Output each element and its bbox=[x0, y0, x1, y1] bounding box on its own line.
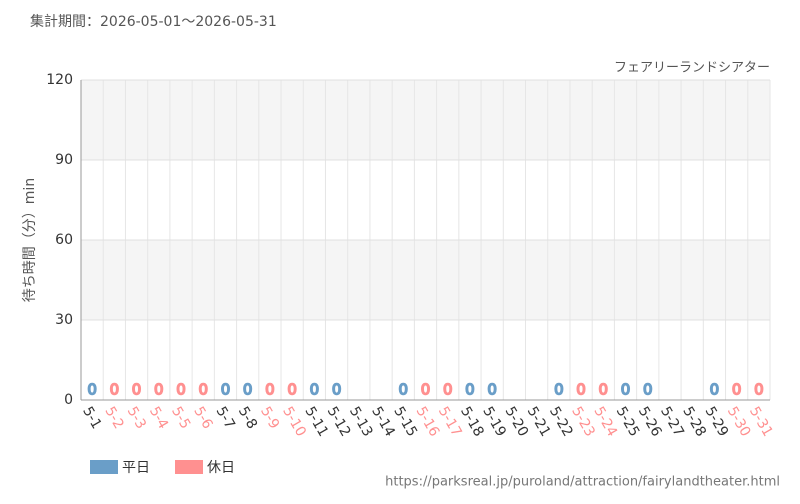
data-label: 0 bbox=[732, 381, 742, 399]
data-label: 0 bbox=[576, 381, 586, 399]
data-label: 0 bbox=[399, 381, 409, 399]
data-label: 0 bbox=[599, 381, 609, 399]
data-label: 0 bbox=[421, 381, 431, 399]
x-tick-label: 5-4 bbox=[146, 404, 171, 432]
y-tick-label: 90 bbox=[55, 152, 73, 168]
data-label: 0 bbox=[87, 381, 97, 399]
data-label: 0 bbox=[487, 381, 497, 399]
x-tick-label: 5-8 bbox=[235, 404, 260, 432]
legend-label: 平日 bbox=[122, 460, 150, 476]
x-tick-label: 5-6 bbox=[190, 404, 215, 432]
x-tick-label: 5-3 bbox=[124, 404, 149, 432]
source: https://parksreal.jp/puroland/attraction… bbox=[385, 475, 780, 490]
data-label: 0 bbox=[243, 381, 253, 399]
data-label: 0 bbox=[332, 381, 342, 399]
data-label: 0 bbox=[554, 381, 564, 399]
y-tick-label: 120 bbox=[46, 72, 73, 88]
data-label: 0 bbox=[710, 381, 720, 399]
x-tick-label: 5-1 bbox=[79, 404, 104, 432]
grid-band bbox=[81, 80, 770, 160]
x-tick-label: 5-2 bbox=[101, 404, 126, 432]
data-label: 0 bbox=[465, 381, 475, 399]
y-tick-label: 60 bbox=[55, 232, 73, 248]
grid-band bbox=[81, 240, 770, 320]
data-label: 0 bbox=[176, 381, 186, 399]
data-label: 0 bbox=[754, 381, 764, 399]
x-tick-label: 5-5 bbox=[168, 404, 193, 432]
y-tick-label: 0 bbox=[64, 392, 73, 408]
data-label: 0 bbox=[443, 381, 453, 399]
data-label: 0 bbox=[287, 381, 297, 399]
legend-label: 休日 bbox=[207, 460, 235, 476]
data-label: 0 bbox=[154, 381, 164, 399]
data-label: 0 bbox=[643, 381, 653, 399]
y-axis-label: 待ち時間（分）min bbox=[22, 178, 38, 302]
data-label: 0 bbox=[265, 381, 275, 399]
data-label: 0 bbox=[221, 381, 231, 399]
legend-swatch bbox=[175, 460, 203, 474]
chart-subtitle: フェアリーランドシアター bbox=[614, 61, 770, 76]
chart-title: 集計期間：2026-05-01～2026-05-31 bbox=[30, 13, 277, 30]
data-label: 0 bbox=[132, 381, 142, 399]
y-tick-label: 30 bbox=[55, 312, 73, 328]
data-label: 0 bbox=[198, 381, 208, 399]
x-tick-label: 5-9 bbox=[257, 404, 282, 432]
data-label: 0 bbox=[621, 381, 631, 399]
data-label: 0 bbox=[110, 381, 120, 399]
legend-swatch bbox=[90, 460, 118, 474]
x-tick-label: 5-7 bbox=[213, 404, 238, 432]
data-label: 0 bbox=[310, 381, 320, 399]
x-tick-label: 5-31 bbox=[746, 404, 776, 440]
